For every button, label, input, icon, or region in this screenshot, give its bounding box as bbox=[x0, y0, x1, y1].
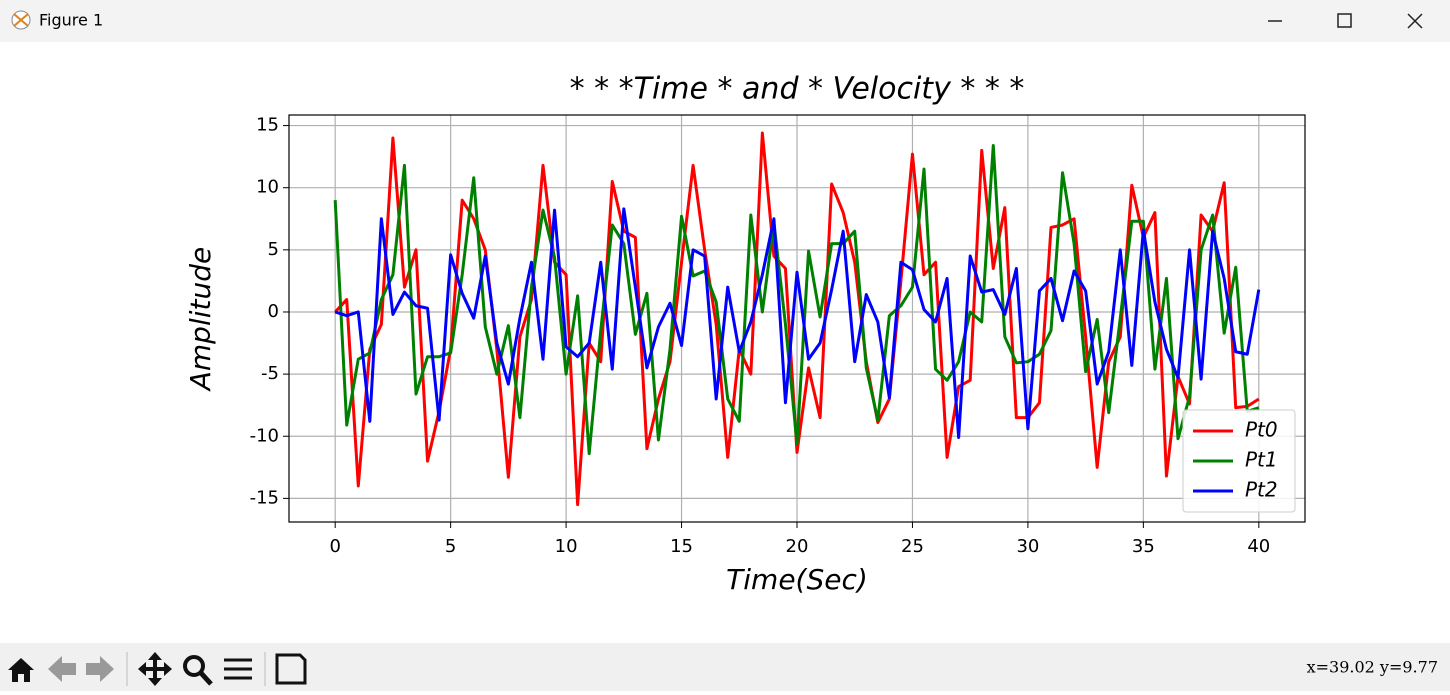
x-tick-label: 30 bbox=[1016, 536, 1039, 557]
maximize-button[interactable] bbox=[1337, 13, 1352, 28]
pan-button[interactable] bbox=[138, 652, 172, 686]
window-title: Figure 1 bbox=[39, 11, 103, 30]
home-button[interactable] bbox=[8, 658, 34, 682]
back-button[interactable] bbox=[48, 656, 76, 682]
y-axis-label: Amplitude bbox=[184, 247, 217, 393]
toolbar-icons bbox=[8, 652, 307, 686]
app-icon-mark bbox=[13, 13, 29, 27]
x-tick-label: 40 bbox=[1247, 536, 1270, 557]
y-tick-label: 5 bbox=[268, 239, 279, 260]
x-tick-label: 20 bbox=[786, 536, 809, 557]
x-axis-label: Time(Sec) bbox=[726, 563, 868, 596]
close-button[interactable] bbox=[1407, 13, 1423, 29]
y-tick-label: 10 bbox=[256, 177, 279, 198]
chart-title: * * *Time * and * Velocity * * * bbox=[570, 72, 1025, 107]
status-text: x=39.02 y=9.77 bbox=[1307, 658, 1438, 677]
zoom-button[interactable] bbox=[183, 655, 205, 677]
toolbar bbox=[0, 643, 1450, 691]
y-tick-label: -5 bbox=[261, 363, 279, 384]
plot-frame bbox=[288, 114, 1306, 523]
legend-label: Pt2 bbox=[1245, 478, 1278, 502]
forward-button[interactable] bbox=[86, 656, 114, 682]
line-series bbox=[333, 143, 1260, 456]
x-tick-label: 25 bbox=[901, 536, 924, 557]
y-tick-label: -15 bbox=[250, 487, 279, 508]
x-tick-label: 10 bbox=[555, 536, 578, 557]
legend-label: Pt1 bbox=[1245, 448, 1278, 472]
y-tick-label: 0 bbox=[268, 301, 279, 322]
x-tick-label: 5 bbox=[445, 536, 456, 557]
legend-label: Pt0 bbox=[1245, 418, 1278, 442]
x-tick-label: 35 bbox=[1132, 536, 1155, 557]
legend-box bbox=[1182, 409, 1296, 513]
zoom-handle bbox=[199, 671, 213, 686]
y-tick-label: -10 bbox=[250, 425, 279, 446]
configure-button[interactable] bbox=[224, 658, 252, 680]
x-tick-label: 15 bbox=[670, 536, 693, 557]
title-bar bbox=[0, 0, 1450, 42]
save-button[interactable] bbox=[275, 653, 307, 685]
x-tick-label: 0 bbox=[329, 536, 340, 557]
line-series bbox=[334, 207, 1261, 439]
y-tick-label: 15 bbox=[256, 115, 279, 136]
